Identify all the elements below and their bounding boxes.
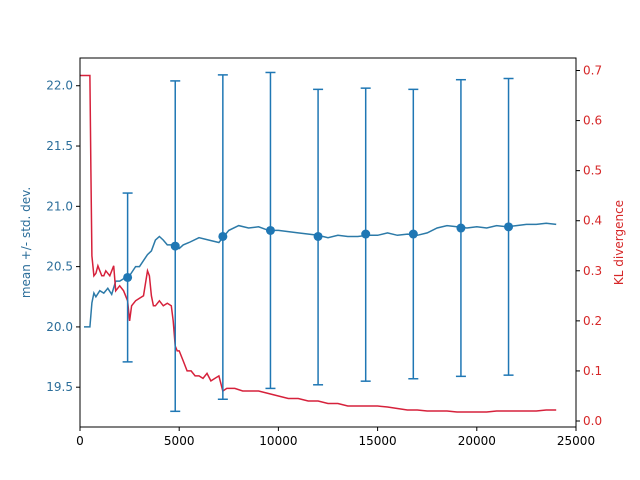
errorbar-7 bbox=[408, 88, 419, 380]
right-tick-label: 0.5 bbox=[583, 164, 602, 178]
mean-point bbox=[361, 229, 371, 239]
mean-point bbox=[218, 231, 228, 241]
errorbar-9 bbox=[503, 77, 514, 376]
x-tick-label: 10000 bbox=[259, 434, 297, 448]
errorbar-8 bbox=[455, 78, 466, 378]
x-tick-label: 25000 bbox=[557, 434, 595, 448]
x-tick-label: 15000 bbox=[359, 434, 397, 448]
left-tick-label: 21.5 bbox=[46, 139, 73, 153]
plot-area bbox=[80, 71, 557, 413]
x-tick-label: 20000 bbox=[458, 434, 496, 448]
right-tick-label: 0.4 bbox=[583, 214, 602, 228]
mean-point bbox=[313, 231, 323, 241]
errorbar-5 bbox=[313, 88, 324, 386]
right-y-axis: 0.0 0.1 0.2 0.3 0.4 0.5 0.6 0.7 bbox=[576, 64, 602, 428]
left-tick-label: 21.0 bbox=[46, 199, 73, 213]
right-axis-label: KL divergence bbox=[612, 200, 626, 285]
right-tick-label: 0.1 bbox=[583, 364, 602, 378]
errorbar-1 bbox=[122, 192, 133, 363]
right-tick-label: 0.6 bbox=[583, 114, 602, 128]
mean-point bbox=[504, 222, 514, 232]
left-tick-label: 20.0 bbox=[46, 320, 73, 334]
errorbar-2 bbox=[170, 80, 181, 413]
x-tick-label: 0 bbox=[76, 434, 84, 448]
errorbar-6 bbox=[360, 87, 371, 382]
mean-point bbox=[265, 225, 275, 235]
left-tick-label: 20.5 bbox=[46, 260, 73, 274]
kl-divergence-line bbox=[80, 74, 557, 413]
mean-point bbox=[170, 241, 180, 251]
left-axis-label: mean +/- std. dev. bbox=[19, 187, 33, 298]
x-tick-label: 5000 bbox=[164, 434, 195, 448]
mean-point bbox=[123, 272, 133, 282]
left-tick-label: 19.5 bbox=[46, 380, 73, 394]
right-tick-label: 0.0 bbox=[583, 414, 602, 428]
left-y-axis: 19.5 20.0 20.5 21.0 21.5 22.0 bbox=[46, 79, 80, 394]
mean-point bbox=[456, 223, 466, 233]
right-tick-label: 0.2 bbox=[583, 314, 602, 328]
errorbar-4 bbox=[265, 71, 276, 390]
errorbar-3 bbox=[217, 74, 228, 401]
x-axis: 0 5000 10000 15000 20000 25000 bbox=[76, 427, 595, 448]
mean-point bbox=[408, 229, 418, 239]
right-tick-label: 0.7 bbox=[583, 64, 602, 78]
left-tick-label: 22.0 bbox=[46, 79, 73, 93]
right-tick-label: 0.3 bbox=[583, 264, 602, 278]
plot-frame bbox=[79, 57, 577, 428]
